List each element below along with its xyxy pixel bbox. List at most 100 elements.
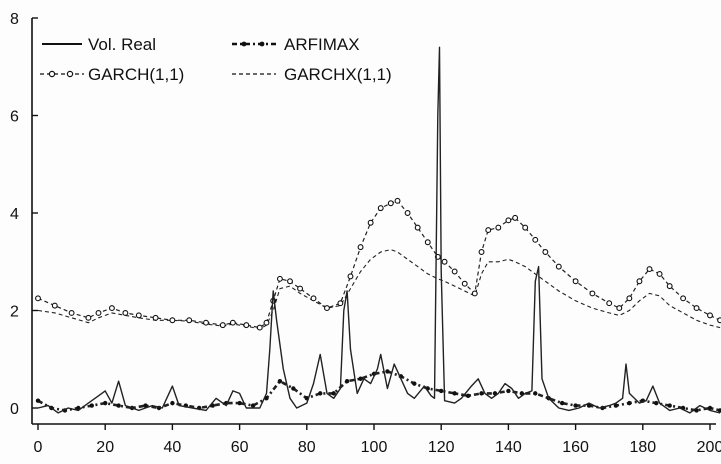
legend-label-garchx: GARCHX(1,1) — [284, 65, 392, 84]
x-tick-label: 80 — [298, 439, 316, 456]
y-tick-label: 4 — [10, 206, 19, 223]
data-point-arfimax — [452, 391, 457, 396]
legend-item-garch: GARCH(1,1) — [40, 65, 184, 84]
data-point-garch-1-1 — [461, 280, 468, 287]
data-point-garch-1-1 — [347, 273, 354, 280]
data-point-arfimax — [291, 386, 296, 391]
y-tick-label: 6 — [10, 109, 19, 126]
data-point-garch-1-1 — [512, 214, 519, 221]
data-point-garch-1-1 — [68, 309, 75, 316]
data-point-arfimax — [439, 388, 444, 394]
data-point-garch-1-1 — [451, 268, 458, 275]
data-point-garch-1-1 — [680, 295, 687, 302]
data-point-garch-1-1 — [108, 305, 115, 312]
data-point-garch-1-1 — [287, 278, 293, 285]
data-point-garch-1-1 — [471, 290, 478, 297]
data-point-garch-1-1 — [404, 210, 411, 216]
data-point-garch-1-1 — [377, 205, 384, 212]
series-layer — [35, 46, 721, 414]
data-point-garch-1-1 — [229, 319, 236, 326]
data-point-garch-1-1 — [367, 219, 374, 226]
data-point-garch-1-1 — [495, 224, 502, 231]
data-point-garch-1-1 — [542, 249, 549, 255]
series-line-vol-real — [37, 46, 721, 414]
data-point-arfimax — [533, 391, 538, 396]
data-point-arfimax — [465, 393, 471, 399]
data-point-arfimax — [143, 403, 148, 408]
data-point-garch-1-1 — [169, 317, 176, 324]
x-tick-label: 0 — [34, 439, 43, 456]
legend-marker-garch — [66, 70, 74, 78]
legend: Vol. Real ARFIMAX GARCH(1,1) GARCHX(1,1) — [40, 35, 392, 84]
data-point-garch-1-1 — [394, 197, 401, 204]
data-point-arfimax — [277, 378, 283, 384]
data-point-arfimax — [358, 376, 363, 381]
data-point-garch-1-1 — [555, 263, 562, 270]
data-point-garch-1-1 — [263, 319, 270, 326]
legend-item-garchx: GARCHX(1,1) — [232, 65, 392, 84]
x-tick-label: 120 — [428, 439, 455, 456]
data-point-garch-1-1 — [357, 244, 364, 251]
data-point-arfimax — [479, 391, 484, 396]
data-point-garch-1-1 — [441, 258, 448, 265]
legend-marker-arfimax — [259, 41, 265, 47]
data-point-garch-1-1 — [646, 266, 653, 273]
data-point-garch-1-1 — [85, 314, 92, 321]
data-point-arfimax — [318, 391, 323, 396]
data-point-garch-1-1 — [616, 305, 623, 312]
data-point-arfimax — [559, 400, 565, 406]
x-tick-label: 60 — [231, 439, 249, 456]
data-point-arfimax — [506, 388, 511, 394]
data-point-garch-1-1 — [656, 270, 663, 277]
series-line-arfimax — [37, 370, 721, 412]
data-point-garch-1-1 — [414, 224, 421, 231]
data-point-garch-1-1 — [135, 312, 142, 319]
legend-item-vol-real: Vol. Real — [42, 35, 156, 54]
x-tick-label: 100 — [361, 439, 388, 456]
legend-marker-arfimax — [241, 41, 247, 47]
data-point-garch-1-1 — [424, 239, 431, 246]
data-point-garch-1-1 — [478, 249, 485, 255]
data-point-garch-1-1 — [693, 305, 700, 312]
x-tick-label: 40 — [164, 439, 182, 456]
legend-item-arfimax: ARFIMAX — [232, 35, 360, 54]
series-line-garchx-1-1 — [37, 249, 721, 330]
data-point-arfimax — [331, 391, 336, 396]
data-point-arfimax — [116, 403, 121, 408]
data-point-garch-1-1 — [522, 224, 529, 231]
data-point-garch-1-1 — [337, 300, 344, 307]
data-point-garch-1-1 — [297, 285, 304, 292]
data-point-arfimax — [170, 400, 175, 406]
y-tick-label: 8 — [10, 11, 19, 28]
data-point-arfimax — [385, 369, 390, 374]
data-point-garch-1-1 — [387, 200, 394, 207]
data-point-arfimax — [344, 378, 350, 384]
x-tick-label: 160 — [562, 439, 589, 456]
data-point-garch-1-1 — [532, 236, 539, 243]
x-tick-label: 140 — [495, 439, 522, 456]
data-point-arfimax — [35, 398, 41, 403]
data-point-arfimax — [667, 403, 672, 408]
data-point-garch-1-1 — [243, 322, 250, 329]
data-point-arfimax — [613, 403, 619, 408]
data-point-garch-1-1 — [95, 309, 102, 316]
legend-label-arfimax: ARFIMAX — [284, 35, 360, 54]
data-point-arfimax — [627, 400, 632, 406]
data-point-arfimax — [573, 403, 578, 408]
data-point-garch-1-1 — [186, 317, 193, 324]
data-point-garch-1-1 — [717, 317, 721, 324]
data-point-arfimax — [103, 400, 108, 406]
data-point-garch-1-1 — [35, 295, 41, 302]
data-point-arfimax — [237, 400, 242, 406]
data-point-arfimax — [250, 403, 256, 408]
data-point-arfimax — [89, 403, 94, 408]
data-point-garch-1-1 — [203, 319, 209, 326]
data-point-garch-1-1 — [589, 290, 596, 297]
data-point-garch-1-1 — [572, 278, 579, 285]
data-point-garch-1-1 — [707, 312, 713, 319]
data-point-garch-1-1 — [256, 324, 263, 331]
x-tick-label: 200 — [697, 439, 721, 456]
